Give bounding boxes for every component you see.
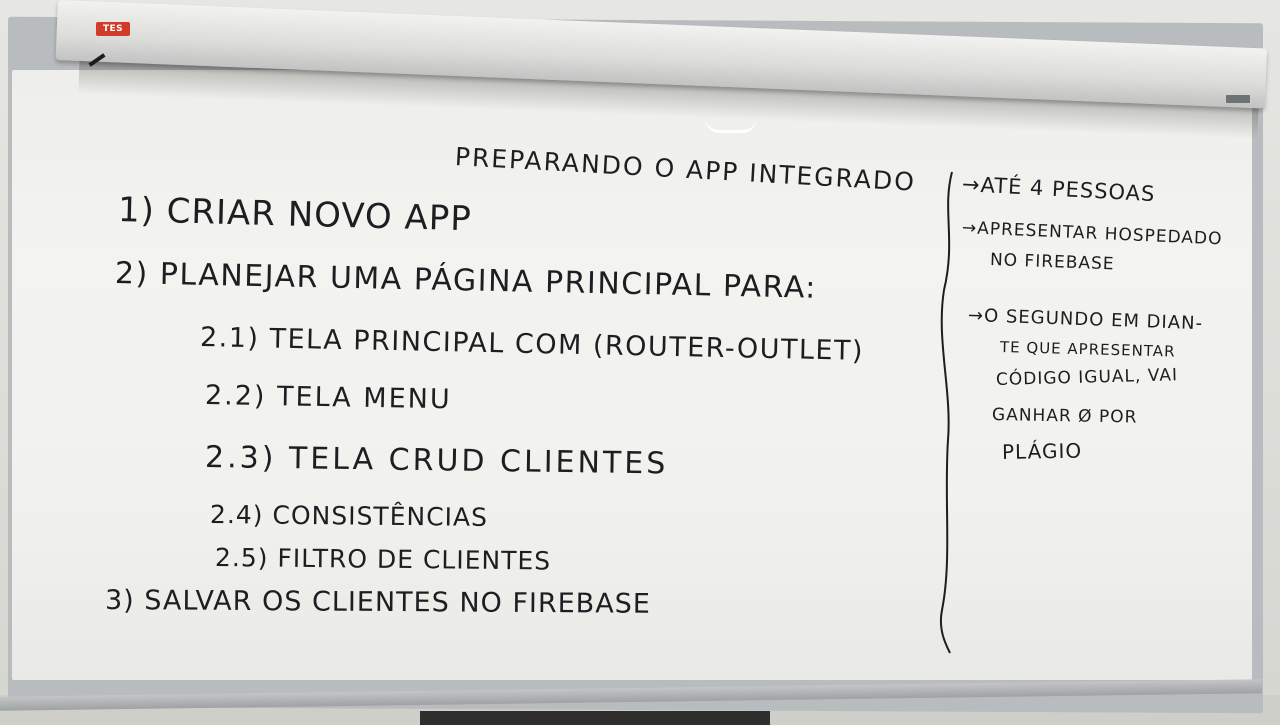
list-item-2-5: 2.5) FILTRO DE CLIENTES (214, 543, 552, 576)
screen-end-cap (1226, 95, 1250, 103)
brand-logo: TES (96, 22, 130, 36)
note-line-8: PLÁGIO (1001, 438, 1083, 464)
note-line-7: GANHAR Ø POR (991, 405, 1138, 428)
list-item-2-4: 2.4) CONSISTÊNCIAS (209, 500, 489, 532)
list-item-3: 3) SALVAR OS CLIENTES NO FIREBASE (104, 585, 652, 620)
furniture-edge (420, 711, 770, 725)
list-item-2-2: 2.2) TELA MENU (204, 380, 452, 416)
screen-pull-handle (705, 118, 757, 133)
list-item-2-3: 2.3) TELA CRUD CLIENTES (204, 440, 669, 482)
whiteboard-surface (12, 70, 1252, 680)
notes-divider (940, 171, 953, 654)
